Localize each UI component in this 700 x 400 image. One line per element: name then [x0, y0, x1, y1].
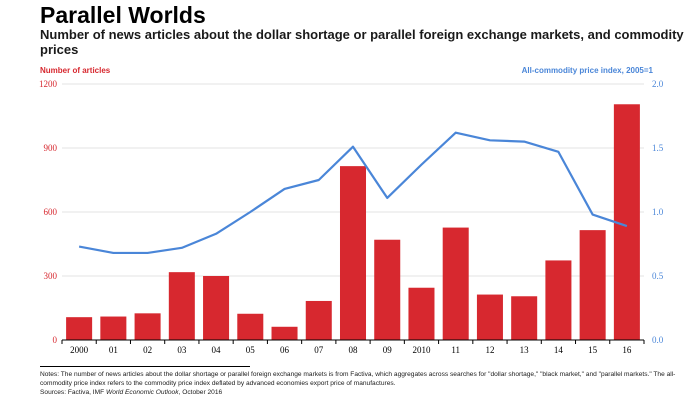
x-tick-label: 01 [109, 345, 118, 355]
sources-text: Sources: Factiva, IMF World Economic Out… [40, 388, 680, 397]
x-tick-label: 14 [554, 345, 564, 355]
x-tick-label: 06 [280, 345, 290, 355]
bar [271, 326, 298, 340]
notes-divider [40, 366, 250, 367]
chart-title: Parallel Worlds [40, 2, 206, 28]
x-tick-label: 02 [143, 345, 152, 355]
x-tick-label: 07 [314, 345, 324, 355]
commodity-price-line [78, 131, 628, 255]
bar [237, 313, 264, 340]
y-tick-label-left: 300 [44, 271, 58, 281]
bar [203, 276, 230, 340]
sources-suffix: , October 2016 [178, 389, 223, 396]
bar [442, 227, 469, 340]
y-tick-label-right: 2.0 [652, 79, 664, 89]
y-tick-label-right: 0.0 [652, 335, 664, 345]
axes: 0 300 600 900 1200 0.0 0.5 1.0 1.5 2.0 2000 01 02 03 0… [39, 79, 664, 355]
y-tick-label-left: 1200 [39, 79, 58, 89]
sources-italic: World Economic Outlook [105, 389, 179, 396]
chart-subtitle: Number of news articles about the dollar… [40, 27, 684, 57]
y-tick-label-right: 1.0 [652, 207, 664, 217]
bar [305, 300, 332, 340]
bar [579, 230, 606, 340]
x-tick-label: 03 [177, 345, 187, 355]
bar [408, 287, 435, 340]
notes-text: Notes: The number of news articles about… [40, 371, 676, 387]
x-tick-label: 11 [451, 345, 460, 355]
bar [374, 239, 401, 340]
x-tick-label: 16 [622, 345, 632, 355]
x-tick-label: 2000 [70, 345, 89, 355]
y-axis-label-left: Number of articles [40, 66, 111, 75]
x-tick-label: 08 [349, 345, 359, 355]
y-tick-label-left: 600 [44, 207, 58, 217]
sources-prefix: Sources: Factiva, IMF [40, 389, 106, 396]
y-tick-label-right: 0.5 [652, 271, 664, 281]
bar [339, 166, 367, 340]
bar [100, 316, 127, 340]
y-tick-label-left: 0 [53, 335, 58, 345]
x-tick-label: 2010 [412, 345, 431, 355]
bar [134, 313, 161, 340]
bar [168, 272, 195, 340]
x-tick-label: 09 [383, 345, 393, 355]
bar [511, 296, 538, 340]
bar [545, 260, 572, 340]
line-series [78, 131, 628, 255]
x-tick-label: 15 [588, 345, 598, 355]
notes: Notes: The number of news articles about… [40, 370, 680, 397]
y-tick-label-left: 900 [44, 143, 58, 153]
x-tick-label: 05 [246, 345, 256, 355]
x-tick-label: 13 [520, 345, 530, 355]
bar-series [66, 104, 640, 341]
y-tick-label-right: 1.5 [652, 143, 664, 153]
x-tick-label: 12 [485, 345, 494, 355]
bar [66, 317, 93, 340]
bar [476, 294, 503, 340]
x-tick-label: 04 [212, 345, 222, 355]
y-axis-label-right: All-commodity price index, 2005=1 [521, 66, 653, 75]
